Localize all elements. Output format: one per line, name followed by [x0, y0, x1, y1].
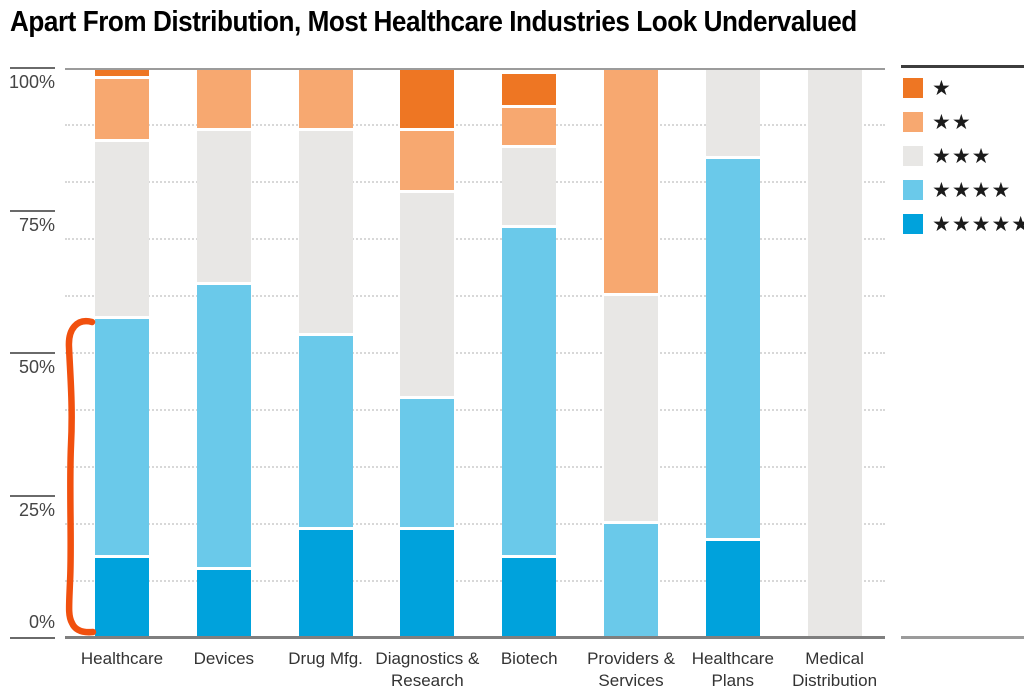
- y-tick-line: [10, 494, 55, 497]
- legend-swatch-5-star: [903, 214, 923, 234]
- bar-medical-distribution[interactable]: [807, 68, 862, 638]
- bar-healthcare-plans[interactable]: [705, 68, 760, 638]
- segment-3-star[interactable]: [95, 142, 149, 319]
- segment-4-star[interactable]: [705, 159, 760, 542]
- segment-1-star[interactable]: [95, 68, 149, 80]
- y-tick-label: 50%: [18, 357, 55, 377]
- segment-4-star[interactable]: [298, 335, 353, 530]
- bar-diagnostics-research[interactable]: [400, 68, 455, 638]
- y-tick-line: [10, 67, 55, 69]
- segment-5-star[interactable]: [95, 558, 149, 638]
- legend-item-3-star: ★★★: [903, 144, 992, 168]
- y-tick-label: 25%: [18, 499, 55, 520]
- legend-swatch-1-star: [903, 78, 923, 98]
- y-tick-label: 75%: [18, 214, 55, 235]
- bar-drug-mfg[interactable]: [298, 68, 353, 638]
- segment-4-star[interactable]: [502, 227, 557, 559]
- plot-top-border: [65, 68, 885, 70]
- x-axis-label: Healthcare Plans: [691, 649, 774, 691]
- gridline-50: [65, 352, 885, 354]
- segment-2-star[interactable]: [604, 68, 658, 296]
- y-tick-line: [10, 637, 55, 639]
- legend-item-1-star: ★: [903, 76, 952, 100]
- segment-3-star[interactable]: [705, 68, 760, 160]
- x-axis-line: [65, 636, 885, 639]
- chart-title: Apart From Distribution, Most Healthcare…: [10, 6, 857, 38]
- bar-devices[interactable]: [196, 68, 251, 638]
- bar-biotech[interactable]: [502, 68, 557, 638]
- segment-4-star[interactable]: [95, 318, 149, 559]
- legend-item-4-star: ★★★★: [903, 178, 1012, 202]
- legend-swatch-4-star: [903, 180, 923, 200]
- segment-4-star[interactable]: [196, 284, 251, 570]
- legend-bottom-divider: [901, 636, 1024, 639]
- segment-3-star[interactable]: [604, 296, 658, 524]
- gridline-60: [65, 295, 885, 297]
- plot-area: [65, 68, 885, 639]
- segment-2-star[interactable]: [502, 107, 557, 148]
- x-axis-label: Medical Distribution: [792, 649, 878, 691]
- x-axis-label: Drug Mfg.: [288, 649, 363, 668]
- gridline-70: [65, 238, 885, 240]
- segment-5-star[interactable]: [502, 558, 557, 638]
- segment-3-star[interactable]: [298, 130, 353, 336]
- gridline-40: [65, 409, 885, 411]
- y-tick-line: [10, 209, 55, 212]
- legend-top-divider: [901, 65, 1024, 68]
- gridline-20: [65, 523, 885, 525]
- star-rating-icon: ★: [932, 76, 952, 100]
- legend-item-2-star: ★★: [903, 110, 972, 134]
- segment-2-star[interactable]: [95, 79, 149, 143]
- legend: ★ ★★ ★★★ ★★★★ ★★★★★: [901, 0, 1024, 698]
- x-axis-label: Biotech: [500, 649, 558, 668]
- segment-5-star[interactable]: [298, 529, 353, 638]
- y-tick-line: [10, 352, 55, 354]
- segment-5-star[interactable]: [705, 541, 760, 638]
- star-rating-icon: ★★: [932, 110, 972, 134]
- bar-providers-services[interactable]: [604, 68, 658, 638]
- gridline-30: [65, 466, 885, 468]
- x-axis-label: Devices: [193, 649, 255, 668]
- highlight-bracket-annotation: [65, 317, 97, 636]
- legend-swatch-3-star: [903, 146, 923, 166]
- segment-5-star[interactable]: [196, 569, 251, 638]
- star-rating-icon: ★★★★: [932, 178, 1012, 202]
- legend-item-5-star: ★★★★★: [903, 212, 1024, 236]
- y-tick-label: 0%: [28, 612, 55, 632]
- segment-3-star[interactable]: [502, 147, 557, 228]
- star-rating-icon: ★★★★★: [932, 212, 1024, 236]
- segment-5-star[interactable]: [400, 529, 455, 638]
- segment-1-star[interactable]: [502, 73, 557, 108]
- x-axis-label: Diagnostics & Research: [375, 649, 480, 691]
- segment-2-star[interactable]: [400, 130, 455, 194]
- segment-3-star[interactable]: [807, 68, 862, 638]
- bar-healthcare[interactable]: [95, 68, 149, 638]
- gridline-10: [65, 580, 885, 582]
- segment-3-star[interactable]: [400, 193, 455, 399]
- legend-swatch-2-star: [903, 112, 923, 132]
- gridline-90: [65, 124, 885, 126]
- segment-4-star[interactable]: [400, 398, 455, 530]
- gridline-80: [65, 181, 885, 183]
- segment-3-star[interactable]: [196, 130, 251, 285]
- x-axis-label: Providers & Services: [587, 649, 675, 691]
- x-axis-label: Healthcare: [80, 649, 164, 668]
- segment-4-star[interactable]: [604, 524, 658, 638]
- segment-2-star[interactable]: [298, 68, 353, 131]
- segment-1-star[interactable]: [400, 68, 455, 131]
- segment-2-star[interactable]: [196, 68, 251, 131]
- y-tick-label: 100%: [8, 72, 55, 92]
- star-rating-icon: ★★★: [932, 144, 992, 168]
